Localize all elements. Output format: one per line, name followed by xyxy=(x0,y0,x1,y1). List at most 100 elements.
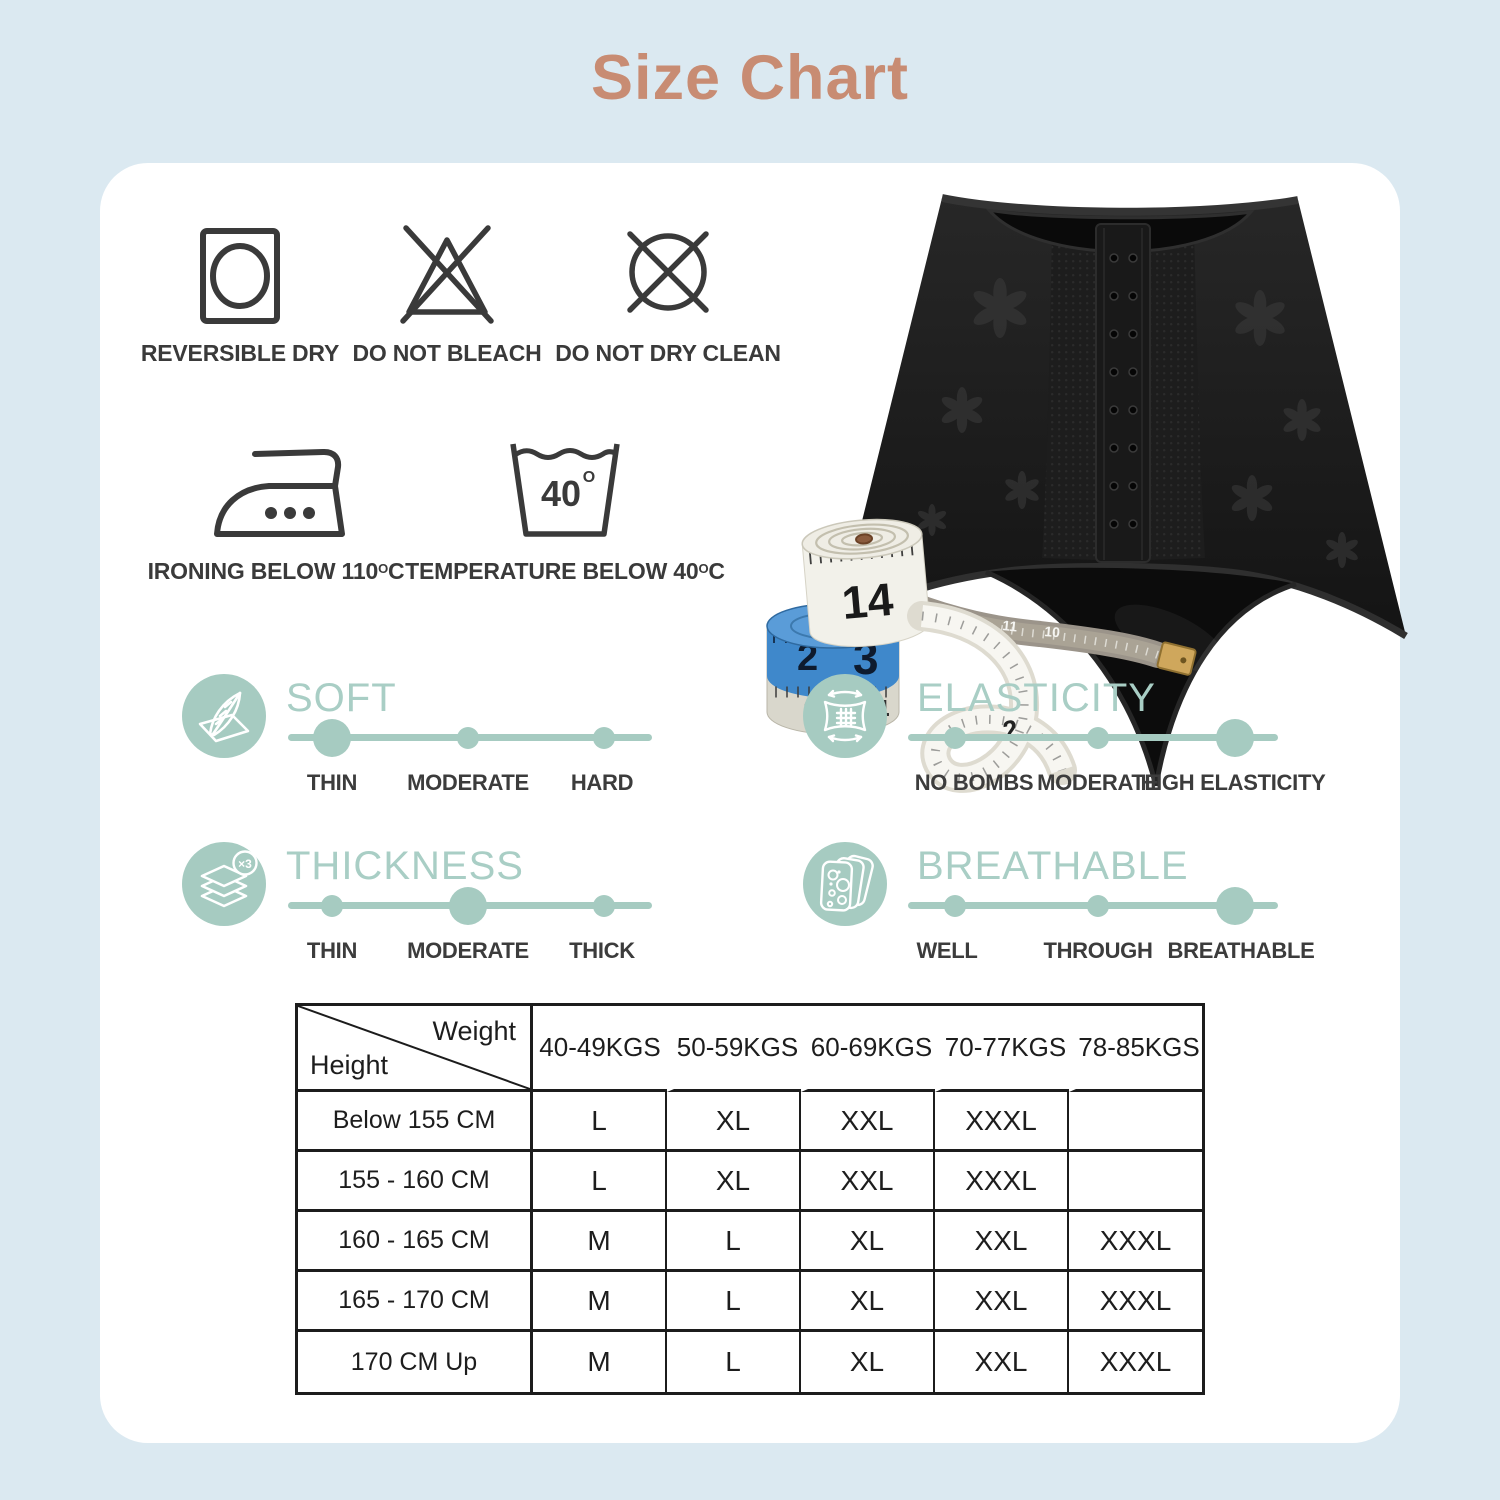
thickness-layers-icon: ×3 xyxy=(182,842,266,926)
soft-label-moderate: MODERATE xyxy=(407,770,529,795)
weight-column-header: 70-77KGS xyxy=(935,1006,1069,1092)
elasticity-dot-moderate xyxy=(1087,726,1109,749)
breathable-dot-breathable xyxy=(1216,886,1254,925)
page-title: Size Chart xyxy=(590,43,910,113)
soft-feather-icon xyxy=(182,674,266,758)
breathable-label-well: WELL xyxy=(916,938,978,963)
tape-metal-tip xyxy=(1156,641,1197,676)
soft-label-thin: THIN xyxy=(306,770,358,795)
breathable-dot-well xyxy=(944,894,966,917)
size-cell: L xyxy=(667,1212,801,1272)
size-cell xyxy=(1069,1092,1202,1152)
elasticity-stretch-icon xyxy=(803,674,887,758)
size-cell: XL xyxy=(801,1332,935,1392)
size-cell: XXXL xyxy=(1069,1212,1202,1272)
size-cell: XL xyxy=(667,1152,801,1212)
size-cell: XXL xyxy=(935,1272,1069,1332)
feature-soft: SOFT THIN MODERATE HARD xyxy=(182,674,702,809)
height-row-header: 160 - 165 CM xyxy=(298,1212,533,1272)
care-label-do-not-dry-clean: DO NOT DRY CLEAN xyxy=(555,340,781,366)
care-label-ironing: IRONING BELOW 110OC xyxy=(147,558,405,584)
hook-eye-strip xyxy=(1095,223,1151,563)
breathable-label-breathable: BREATHABLE xyxy=(1167,938,1315,963)
soft-dot-moderate xyxy=(457,726,479,749)
elasticity-dot-no-bombs xyxy=(944,726,966,749)
size-cell: M xyxy=(533,1332,667,1392)
size-cell: M xyxy=(533,1212,667,1272)
hooks xyxy=(1109,253,1138,529)
care-label-reversible-dry: REVERSIBLE DRY xyxy=(140,340,340,366)
size-cell: XXXL xyxy=(1069,1272,1202,1332)
feature-title-thickness: THICKNESS xyxy=(286,844,524,888)
size-table: Weight Height 40-49KGS 50-59KGS 60-69KGS… xyxy=(295,1003,1205,1395)
ironing-icon xyxy=(214,449,345,537)
size-cell: XXXL xyxy=(1069,1332,1202,1392)
elasticity-label-moderate: MODERATE xyxy=(1037,770,1159,795)
basin-temperature-value: 40 xyxy=(541,473,581,514)
height-row-header: 155 - 160 CM xyxy=(298,1152,533,1212)
thickness-dot-thin xyxy=(321,894,343,917)
care-label-do-not-bleach: DO NOT BLEACH xyxy=(352,340,542,366)
thickness-badge: ×3 xyxy=(238,857,252,871)
breathable-dot-through xyxy=(1087,894,1109,917)
size-cell xyxy=(1069,1152,1202,1212)
size-cell: XXXL xyxy=(935,1092,1069,1152)
thickness-label-moderate: MODERATE xyxy=(407,938,529,963)
do-not-bleach-icon xyxy=(400,225,494,324)
care-label-temperature: TEMPERATURE BELOW 40OC xyxy=(405,558,725,584)
size-cell: XL xyxy=(667,1092,801,1152)
svg-text:14: 14 xyxy=(840,573,896,629)
weight-column-header: 50-59KGS xyxy=(667,1006,801,1092)
elasticity-label-high: HIGH ELASTICITY xyxy=(1140,770,1326,795)
size-cell: L xyxy=(533,1152,667,1212)
soft-label-hard: HARD xyxy=(570,770,634,795)
corner-weight-label: Weight xyxy=(432,1016,516,1046)
feature-title-breathable: BREATHABLE xyxy=(917,844,1189,888)
feature-thickness: ×3 THICKNESS THIN MODERATE THICK xyxy=(182,842,702,977)
svg-text:11: 11 xyxy=(1002,617,1019,634)
thickness-dot-thick xyxy=(593,894,615,917)
weight-column-header: 78-85KGS xyxy=(1069,1006,1202,1092)
thickness-label-thick: THICK xyxy=(569,938,635,963)
soft-dot-hard xyxy=(593,726,615,749)
white-tape-roll: 14 xyxy=(801,518,930,647)
size-cell: XL xyxy=(801,1212,935,1272)
size-cell: M xyxy=(533,1272,667,1332)
basin-temperature-degree: O xyxy=(583,469,595,486)
size-cell: XXL xyxy=(935,1212,1069,1272)
size-table-corner-cell: Weight Height xyxy=(298,1006,533,1092)
svg-text:10: 10 xyxy=(1044,623,1061,640)
feature-elasticity: ELASTICITY NO BOMBS MODERATE HIGH ELASTI… xyxy=(803,674,1326,809)
product-photo: 2 3 3 4 12 11 10 14 xyxy=(766,194,1408,793)
size-cell: L xyxy=(667,1272,801,1332)
size-cell: XL xyxy=(801,1272,935,1332)
shapewear-garment xyxy=(834,194,1408,787)
size-cell: XXL xyxy=(801,1152,935,1212)
feature-title-soft: SOFT xyxy=(286,676,397,720)
thickness-dot-moderate xyxy=(449,886,487,925)
thickness-label-thin: THIN xyxy=(306,938,358,963)
soft-dot-thin xyxy=(313,718,351,757)
height-row-header: Below 155 CM xyxy=(298,1092,533,1152)
height-row-header: 165 - 170 CM xyxy=(298,1272,533,1332)
weight-column-header: 40-49KGS xyxy=(533,1006,667,1092)
weight-column-header: 60-69KGS xyxy=(801,1006,935,1092)
breathable-fabric-icon xyxy=(803,842,887,926)
breathable-label-through: THROUGH xyxy=(1043,938,1153,963)
size-cell: XXL xyxy=(801,1092,935,1152)
feature-title-elasticity: ELASTICITY xyxy=(917,676,1156,720)
size-cell: L xyxy=(667,1332,801,1392)
height-row-header: 170 CM Up xyxy=(298,1332,533,1392)
do-not-dry-clean-icon xyxy=(627,231,709,313)
elasticity-label-no-bombs: NO BOMBS xyxy=(914,770,1034,795)
elasticity-dot-high xyxy=(1216,718,1254,757)
size-cell: XXXL xyxy=(935,1152,1069,1212)
corner-diagonal xyxy=(298,1006,530,1089)
temperature-icon: 40 O xyxy=(510,443,620,537)
reversible-dry-icon xyxy=(200,228,280,324)
size-cell: XXL xyxy=(935,1332,1069,1392)
feature-breathable: BREATHABLE WELL THROUGH BREATHABLE xyxy=(803,842,1323,977)
size-cell: L xyxy=(533,1092,667,1152)
corner-height-label: Height xyxy=(310,1050,389,1080)
